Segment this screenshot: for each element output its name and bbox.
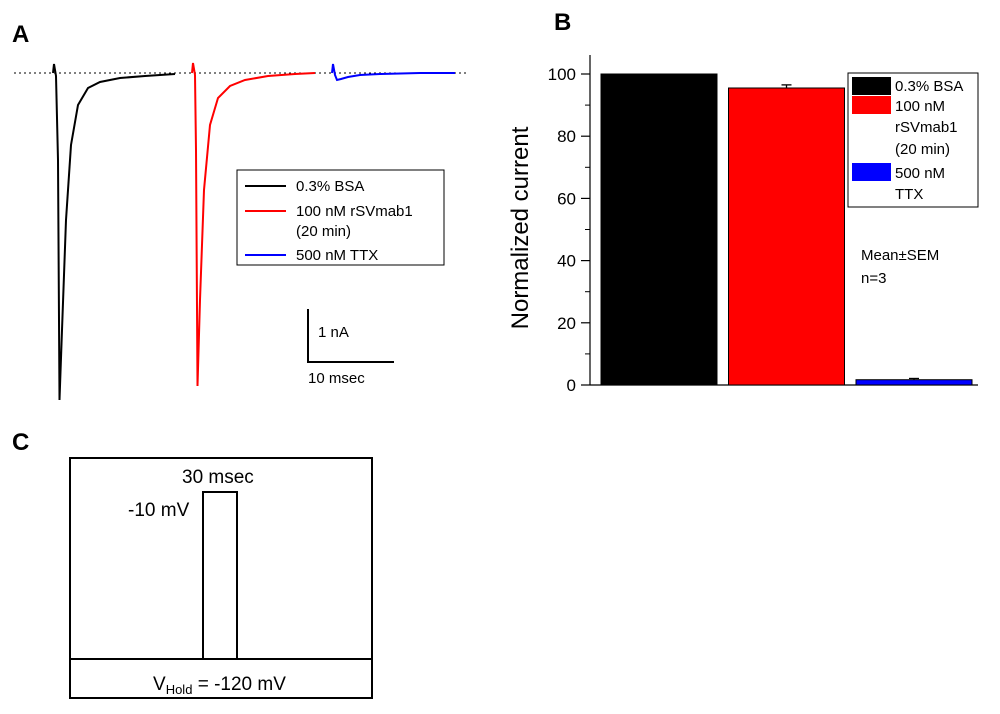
y-axis-title: Normalized current: [507, 126, 534, 329]
panel-a-legend: 0.3% BSA 100 nM rSVmab1 (20 min) 500 nM …: [236, 169, 445, 266]
bar-legend-box: [847, 72, 979, 208]
pulse-voltage-label: -10 mV: [128, 500, 190, 521]
bar-legend-label-bsa: 0.3% BSA: [895, 78, 963, 95]
y-tick-label: 40: [557, 252, 576, 271]
bar-legend-swatch-bsa: [852, 77, 891, 95]
panel-b-letter: B: [554, 9, 571, 36]
legend-label-bsa: 0.3% BSA: [296, 178, 364, 195]
trace-rsvmab1: [191, 62, 316, 387]
bar-legend-label-rsvmab1-line1: 100 nM: [895, 98, 945, 115]
trace-bsa: [52, 63, 176, 401]
protocol-frame: [69, 457, 373, 699]
panel-c-letter: C: [12, 429, 29, 456]
trace-ttx: [331, 63, 455, 82]
scale-bar-time-label: 10 msec: [308, 370, 365, 387]
bar-legend-swatch-rsvmab1: [852, 96, 891, 114]
legend-label-ttx: 500 nM TTX: [296, 247, 378, 264]
bar: [600, 73, 718, 386]
bars: [600, 73, 973, 386]
y-ticks: 0 20 40 60 80 100: [548, 65, 590, 395]
voltage-step-trace: [70, 491, 372, 660]
legend-label-rsvmab1-time: (20 min): [296, 223, 351, 240]
bar: [855, 379, 973, 386]
panel-b-legend: 0.3% BSA 100 nM rSVmab1 (20 min) 500 nM …: [847, 72, 979, 208]
y-tick-label: 20: [557, 314, 576, 333]
y-tick-label: 80: [557, 127, 576, 146]
bar-legend-swatch-ttx: [852, 163, 891, 181]
annotation-mean-sem: Mean±SEM: [861, 247, 939, 264]
bar-legend-label-ttx-line2: TTX: [895, 186, 923, 203]
scale-bar-current-label: 1 nA: [318, 324, 349, 341]
bar-legend-label-rsvmab1-line2: rSVmab1: [895, 119, 958, 136]
bar-chart: 0 20 40 60 80 100 Normalized current: [507, 55, 978, 395]
bar-legend-label-rsvmab1-line3: (20 min): [895, 141, 950, 158]
legend-label-rsvmab1: 100 nM rSVmab1: [296, 203, 413, 220]
annotation-n: n=3: [861, 270, 886, 287]
bar-legend-label-ttx-line1: 500 nM: [895, 165, 945, 182]
holding-voltage-label: VHold = -120 mV: [153, 674, 286, 697]
bar: [728, 87, 845, 386]
y-tick-label: 60: [557, 189, 576, 208]
panel-a-letter: A: [12, 21, 29, 48]
y-tick-label: 0: [567, 376, 576, 395]
y-tick-label: 100: [548, 65, 576, 84]
pulse-duration-label: 30 msec: [182, 467, 254, 488]
scale-bar: 1 nA 10 msec: [307, 309, 394, 387]
